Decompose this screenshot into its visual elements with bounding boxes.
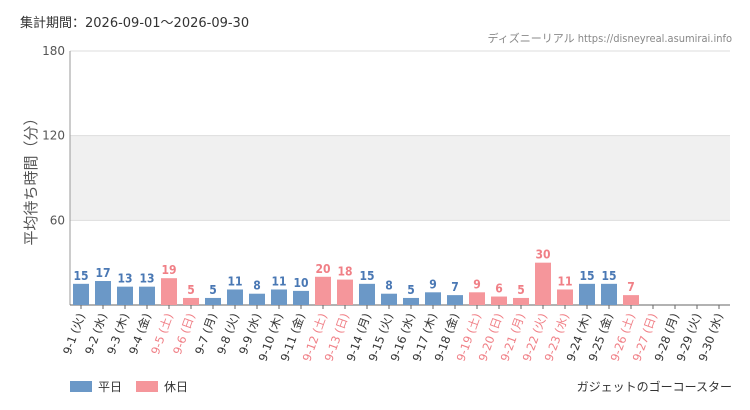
- data-label: 15: [73, 269, 88, 283]
- data-label: 5: [517, 283, 525, 297]
- data-label: 6: [495, 282, 503, 296]
- data-label: 5: [407, 283, 415, 297]
- bar-9-21 (月): [513, 297, 529, 305]
- legend-swatch-holiday: [136, 381, 159, 392]
- data-label: 11: [227, 274, 242, 288]
- bar-9-2 (水): [95, 281, 111, 305]
- bar-9-4 (金): [139, 286, 155, 305]
- bar-9-20 (日): [491, 296, 507, 305]
- y-tick-label: 120: [42, 129, 65, 143]
- bar-9-26 (土): [623, 295, 639, 305]
- bar-9-7 (月): [205, 297, 221, 305]
- bar-9-5 (土): [161, 278, 177, 305]
- y-tick-label: 60: [50, 213, 65, 227]
- data-label: 8: [385, 279, 393, 293]
- bar-9-15 (火): [381, 293, 397, 305]
- data-label: 19: [161, 263, 176, 277]
- data-label: 13: [139, 272, 154, 286]
- bar-9-9 (水): [249, 293, 265, 305]
- data-label: 20: [315, 262, 330, 276]
- chart-legend: 平日 休日: [70, 378, 188, 395]
- data-label: 18: [337, 265, 352, 279]
- bar-9-10 (木): [271, 289, 287, 305]
- legend-item-weekday: 平日: [70, 378, 122, 395]
- grid-band: [70, 135, 730, 221]
- data-label: 7: [451, 280, 459, 294]
- data-label: 10: [293, 276, 308, 290]
- data-label: 7: [627, 280, 635, 294]
- data-label: 30: [535, 248, 550, 262]
- legend-label-weekday: 平日: [98, 380, 123, 394]
- data-label: 15: [359, 269, 374, 283]
- data-label: 17: [95, 266, 110, 280]
- y-tick-label: 180: [42, 44, 65, 58]
- bar-9-22 (火): [535, 262, 551, 305]
- data-label: 11: [557, 274, 572, 288]
- bar-9-11 (金): [293, 290, 309, 305]
- data-label: 8: [253, 279, 261, 293]
- bar-9-13 (日): [337, 279, 353, 305]
- legend-item-holiday: 休日: [136, 378, 188, 395]
- bar-9-17 (木): [425, 292, 441, 305]
- bar-9-16 (水): [403, 297, 419, 305]
- bar-9-8 (火): [227, 289, 243, 305]
- data-label: 9: [473, 277, 481, 291]
- source-credit: ディズニーリアル https://disneyreal.asumirai.inf…: [487, 32, 732, 45]
- data-label: 5: [209, 283, 217, 297]
- bar-9-18 (金): [447, 295, 463, 305]
- data-label: 15: [601, 269, 616, 283]
- data-label: 9: [429, 277, 437, 291]
- legend-swatch-weekday: [70, 381, 92, 392]
- legend-label-holiday: 休日: [164, 380, 189, 394]
- bar-9-23 (水): [557, 289, 573, 305]
- data-label: 13: [117, 272, 132, 286]
- data-label: 11: [271, 274, 286, 288]
- bar-9-1 (火): [73, 283, 89, 305]
- bar-9-24 (木): [579, 283, 595, 305]
- bar-9-3 (木): [117, 286, 133, 305]
- bar-9-14 (月): [359, 283, 375, 305]
- data-label: 15: [579, 269, 594, 283]
- y-axis-label: 平均待ち時間（分）: [22, 110, 40, 245]
- period-label: 集計期間：2026-09-01～2026-09-30: [20, 16, 250, 31]
- bar-9-25 (金): [601, 283, 617, 305]
- attraction-name: ガジェットのゴーコースター: [576, 380, 732, 394]
- data-label: 5: [187, 283, 195, 297]
- bar-9-19 (土): [469, 292, 485, 305]
- bar-9-12 (土): [315, 276, 331, 305]
- bar-9-6 (日): [183, 297, 199, 305]
